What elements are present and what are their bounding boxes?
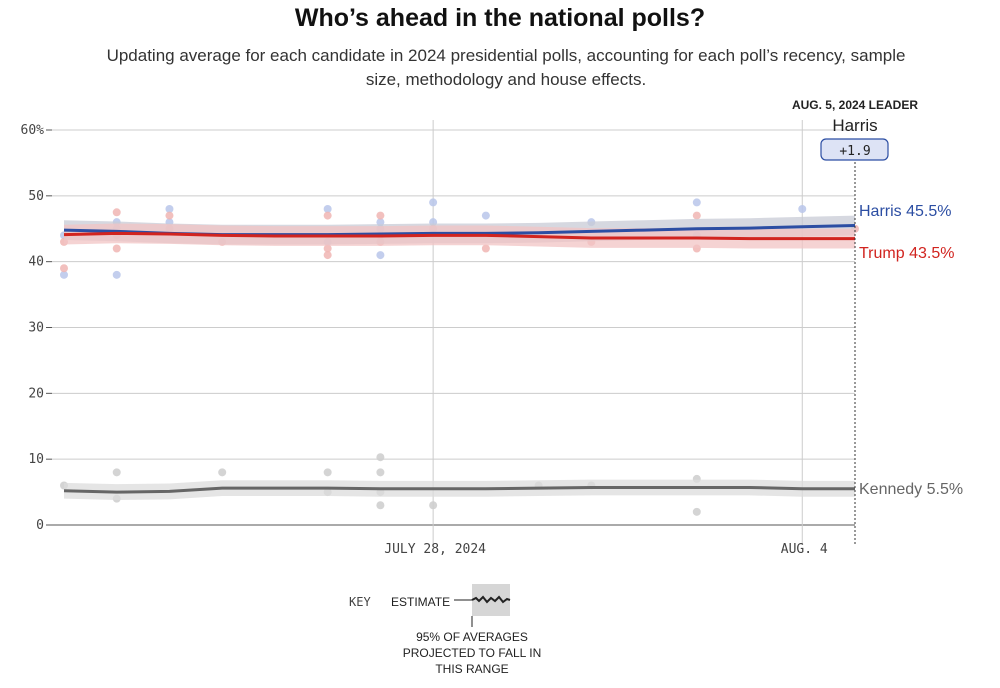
kennedy-poll-dot [112,468,121,477]
key-range-text-3: THIS RANGE [435,662,508,676]
harris-poll-dot [692,198,701,207]
harris-poll-dot [165,205,174,213]
trump-poll-dot [165,211,174,220]
key-range-text-1: 95% OF AVERAGES [416,630,528,644]
y-tick-label: 10 [28,452,44,467]
kennedy-poll-dot [692,507,701,516]
key-range-text-2: PROJECTED TO FALL IN [403,646,541,660]
confidence-bands-layer [64,215,855,500]
leader-margin: +1.9 [839,144,870,159]
trump-average-line [63,231,855,241]
key-estimate-line [471,595,511,604]
kennedy-poll-dot [376,501,385,510]
y-tick-label: 60% [21,123,45,138]
leader-name: Harris [832,116,877,135]
chart-title: Who’s ahead in the national polls? [294,4,706,32]
y-tick-label: 30 [28,321,44,336]
leader-header: AUG. 5, 2024 LEADER [792,98,918,112]
kennedy-poll-dot [429,501,438,510]
harris-poll-dot [481,211,490,220]
harris-poll-dot [60,270,68,279]
harris-poll-dot [323,205,332,213]
kennedy-poll-dot [376,453,385,462]
key-label: KEY [349,595,371,609]
chart-subtitle: Updating average for each candidate in 2… [106,46,906,89]
leader-margin-badge [820,138,889,161]
trump-poll-dot [481,244,490,253]
harris-poll-dot [798,205,807,213]
trump-poll-dot [692,211,701,220]
kennedy-poll-dot [376,468,385,477]
trump-poll-dot [323,251,332,260]
harris-poll-dot [429,198,438,207]
chart-key: KEY ESTIMATE 95% OF AVERAGES PROJECTED T… [349,584,541,676]
grid-layer: 0 10 20 30 40 50 60% JULY 28, 2024 AUG. 4 [21,120,855,557]
y-tick-label: 0 [36,518,44,533]
trump-poll-dot [112,208,121,217]
kennedy-average-line [63,485,855,494]
y-tick-label: 50 [28,189,44,204]
harris-poll-dot [112,270,121,279]
trump-poll-dot [112,244,121,253]
trump-poll-dot [376,211,385,220]
kennedy-end-label: Kennedy 5.5% [859,481,963,498]
key-estimate-label: ESTIMATE [391,595,450,609]
trump-poll-dot [323,244,332,253]
x-tick-label: JULY 28, 2024 [384,542,486,557]
y-tick-label: 20 [28,386,44,401]
trump-poll-dot [323,211,332,220]
harris-end-label: Harris 45.5% [859,203,951,220]
y-tick-label: 40 [28,255,44,270]
x-tick-label: AUG. 4 [781,542,828,557]
trump-poll-dot [60,264,68,273]
trump-end-label: Trump 43.5% [859,245,954,262]
average-lines-layer [63,223,856,494]
kennedy-poll-dot [323,468,332,477]
harris-poll-dot [376,251,385,260]
kennedy-poll-dot [218,468,227,477]
